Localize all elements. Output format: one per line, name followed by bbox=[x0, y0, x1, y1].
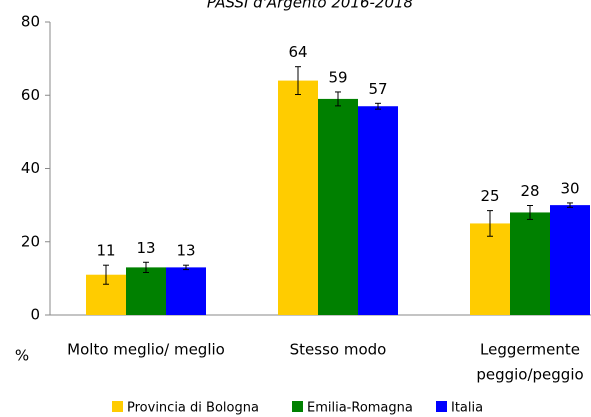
error-bar bbox=[103, 264, 109, 285]
error-bar bbox=[375, 102, 381, 110]
x-tick-label: Molto meglio/ meglio bbox=[67, 341, 225, 359]
legend-swatch bbox=[436, 401, 447, 412]
bar bbox=[470, 223, 510, 315]
data-label: 11 bbox=[96, 242, 115, 260]
y-axis-label: % bbox=[15, 347, 29, 365]
y-tick-label: 60 bbox=[21, 86, 40, 104]
data-label: 13 bbox=[136, 239, 155, 257]
y-tick-label: 20 bbox=[21, 232, 40, 250]
error-bar bbox=[183, 264, 189, 271]
bar bbox=[510, 212, 550, 315]
error-bar bbox=[487, 210, 493, 237]
legend-swatch bbox=[112, 401, 123, 412]
data-label: 30 bbox=[560, 179, 579, 197]
error-bar bbox=[567, 202, 573, 208]
data-label: 25 bbox=[480, 187, 499, 205]
data-label: 13 bbox=[176, 242, 195, 260]
y-tick-label: 40 bbox=[21, 159, 40, 177]
error-bar bbox=[143, 261, 149, 274]
error-bar bbox=[335, 91, 341, 107]
bar bbox=[166, 267, 206, 315]
x-tick-label: peggio/peggio bbox=[476, 366, 583, 384]
bar bbox=[358, 106, 398, 315]
y-tick-label: 0 bbox=[30, 306, 40, 324]
data-label: 59 bbox=[328, 68, 347, 86]
legend-swatch bbox=[292, 401, 303, 412]
legend-label: Provincia di Bologna bbox=[127, 401, 259, 416]
error-bar bbox=[295, 66, 301, 96]
x-tick-label: Leggermente bbox=[480, 341, 580, 359]
error-bar bbox=[527, 204, 533, 220]
bar bbox=[318, 98, 358, 315]
legend-label: Italia bbox=[451, 401, 483, 416]
bar bbox=[278, 80, 318, 315]
data-label: 64 bbox=[288, 43, 307, 61]
x-tick-label: Stesso modo bbox=[290, 341, 387, 359]
bar bbox=[550, 205, 590, 315]
bar bbox=[126, 267, 166, 315]
data-label: 28 bbox=[520, 182, 539, 200]
legend-label: Emilia-Romagna bbox=[307, 401, 413, 416]
data-label: 57 bbox=[368, 80, 387, 98]
chart-title: PASSI d'Argento 2016-2018 bbox=[207, 0, 413, 12]
y-tick-label: 80 bbox=[21, 13, 40, 31]
